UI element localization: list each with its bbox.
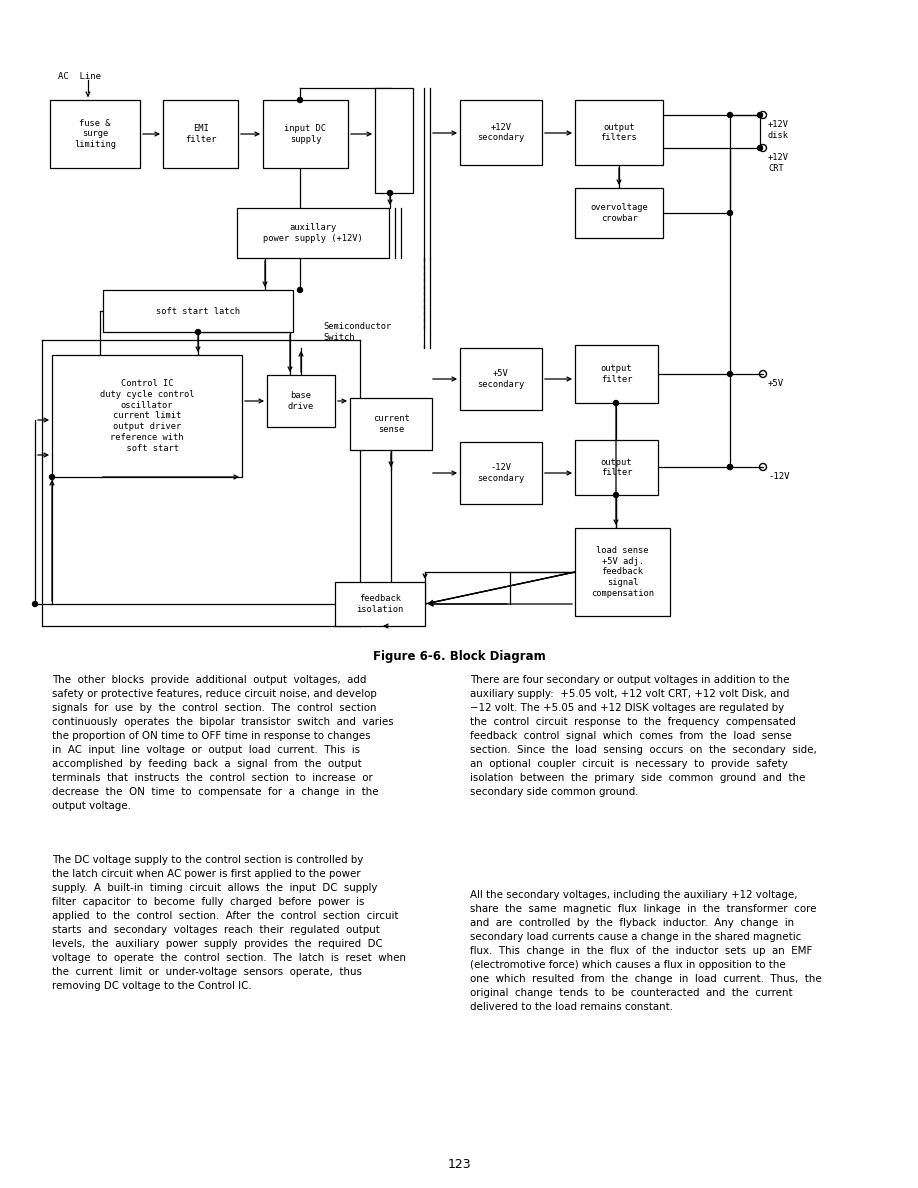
Circle shape: [757, 145, 763, 151]
Text: current
sense: current sense: [373, 415, 409, 434]
Circle shape: [727, 113, 733, 118]
Bar: [575, 440, 658, 495]
Text: 123: 123: [447, 1158, 471, 1171]
Text: -12V: -12V: [768, 472, 789, 481]
Text: +5V: +5V: [768, 379, 784, 388]
Bar: [460, 100, 542, 165]
Circle shape: [196, 329, 200, 335]
Text: Figure 6-6. Block Diagram: Figure 6-6. Block Diagram: [373, 650, 545, 663]
Bar: [335, 582, 425, 626]
Circle shape: [50, 474, 54, 480]
Circle shape: [387, 190, 393, 196]
Text: +12V
CRT: +12V CRT: [768, 153, 789, 173]
Circle shape: [613, 493, 619, 498]
Text: Semiconductor
Switch: Semiconductor Switch: [324, 322, 392, 342]
Text: output
filter: output filter: [600, 457, 633, 478]
Circle shape: [613, 400, 619, 405]
Circle shape: [297, 287, 303, 292]
Text: feedback
isolation: feedback isolation: [356, 594, 404, 614]
Text: input DC
supply: input DC supply: [285, 124, 327, 144]
Text: base
drive: base drive: [288, 391, 314, 411]
Bar: [350, 398, 432, 450]
Bar: [263, 100, 348, 168]
Bar: [103, 290, 293, 331]
Circle shape: [727, 372, 733, 377]
Bar: [52, 355, 242, 478]
Circle shape: [727, 210, 733, 215]
Text: output
filter: output filter: [600, 365, 633, 384]
Text: There are four secondary or output voltages in addition to the
auxiliary supply:: There are four secondary or output volta…: [470, 675, 817, 797]
Text: +12V
secondary: +12V secondary: [477, 122, 524, 143]
Bar: [575, 100, 663, 165]
Text: -12V
secondary: -12V secondary: [477, 463, 524, 482]
Bar: [375, 88, 413, 192]
Bar: [237, 208, 389, 258]
Circle shape: [727, 465, 733, 469]
Circle shape: [757, 113, 763, 118]
Text: output
filters: output filters: [600, 122, 637, 143]
Text: overvoltage
crowbar: overvoltage crowbar: [590, 203, 648, 223]
Text: The DC voltage supply to the control section is controlled by
the latch circuit : The DC voltage supply to the control sec…: [52, 855, 406, 991]
Text: EMI
filter: EMI filter: [185, 124, 217, 144]
Bar: [163, 100, 238, 168]
Circle shape: [32, 601, 38, 607]
Bar: [575, 345, 658, 403]
Bar: [50, 100, 140, 168]
Bar: [575, 188, 663, 238]
Text: fuse &
surge
limiting: fuse & surge limiting: [74, 119, 116, 150]
Bar: [460, 442, 542, 504]
Text: soft start latch: soft start latch: [156, 307, 240, 316]
Circle shape: [297, 97, 303, 102]
Text: +5V
secondary: +5V secondary: [477, 369, 524, 388]
Text: AC  Line: AC Line: [58, 72, 101, 81]
Text: +12V
disk: +12V disk: [768, 120, 789, 140]
Bar: [460, 348, 542, 410]
Text: Control IC
duty cycle control
oscillator
current limit
output driver
reference w: Control IC duty cycle control oscillator…: [100, 379, 195, 453]
Circle shape: [727, 465, 733, 469]
Bar: [575, 527, 670, 617]
Bar: [267, 375, 335, 426]
Text: auxillary
power supply (+12V): auxillary power supply (+12V): [263, 223, 363, 242]
Text: All the secondary voltages, including the auxiliary +12 voltage,
share  the  sam: All the secondary voltages, including th…: [470, 890, 822, 1012]
Text: load sense
+5V adj.
feedback
signal
compensation: load sense +5V adj. feedback signal comp…: [591, 546, 654, 598]
Text: The  other  blocks  provide  additional  output  voltages,  add
safety or protec: The other blocks provide additional outp…: [52, 675, 394, 811]
